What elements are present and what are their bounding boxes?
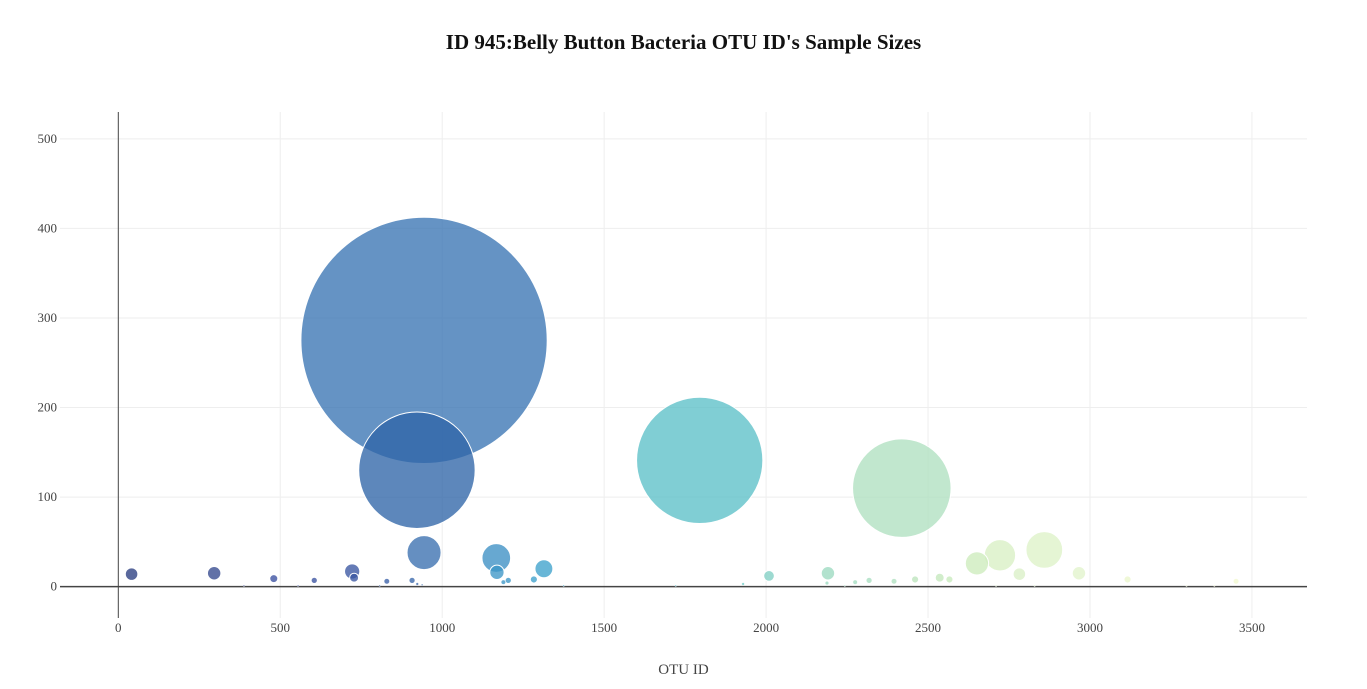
x-tick-label: 3000	[1077, 620, 1103, 635]
chart-title: ID 945:Belly Button Bacteria OTU ID's Sa…	[445, 30, 922, 54]
x-tick-label: 2500	[915, 620, 941, 635]
bubble-point[interactable]	[489, 564, 505, 580]
y-tick-label: 400	[38, 220, 58, 235]
bubble-point[interactable]	[1213, 584, 1216, 587]
gridlines	[60, 112, 1307, 618]
bubble-point[interactable]	[269, 574, 279, 584]
bubble-point[interactable]	[674, 584, 677, 587]
bubble-point[interactable]	[1012, 567, 1027, 581]
bubble-point[interactable]	[945, 575, 954, 584]
bubble-point[interactable]	[206, 566, 222, 581]
bubble-point[interactable]	[378, 584, 381, 587]
x-tick-label: 1500	[591, 620, 617, 635]
bubble-point[interactable]	[843, 584, 846, 587]
bubble-point[interactable]	[500, 579, 506, 585]
y-tick-label: 300	[38, 310, 58, 325]
bubble-point[interactable]	[995, 584, 998, 587]
y-tick-label: 100	[38, 489, 58, 504]
bubble-point[interactable]	[383, 578, 390, 585]
bubble-point[interactable]	[852, 438, 952, 538]
bubble-point[interactable]	[349, 572, 360, 583]
bubble-point[interactable]	[1185, 584, 1188, 587]
y-tick-labels: 0 100 200 300 400 500	[38, 131, 58, 594]
bubble-point[interactable]	[911, 575, 920, 584]
bubble-point[interactable]	[852, 579, 858, 585]
bubble-point[interactable]	[636, 396, 764, 525]
bubble-point[interactable]	[124, 567, 139, 581]
x-tick-label: 500	[270, 620, 290, 635]
x-tick-label: 0	[115, 620, 122, 635]
x-axis-title: OTU ID	[658, 662, 709, 678]
bubble-point[interactable]	[358, 411, 476, 529]
bubble-point[interactable]	[242, 584, 245, 587]
bubble-point[interactable]	[1233, 578, 1239, 585]
y-tick-label: 200	[38, 400, 58, 415]
bubble-point[interactable]	[741, 582, 745, 586]
x-tick-label: 3500	[1239, 620, 1265, 635]
y-tick-label: 0	[51, 579, 58, 594]
bubble-point[interactable]	[964, 551, 990, 576]
bubble-point[interactable]	[504, 576, 512, 585]
bubble-series[interactable]	[124, 216, 1239, 587]
bubble-point[interactable]	[562, 584, 565, 587]
bubble-point[interactable]	[408, 576, 416, 585]
bubble-point[interactable]	[983, 539, 1017, 572]
bubble-point[interactable]	[934, 572, 945, 583]
y-tick-label: 500	[38, 131, 58, 146]
x-tick-labels: 0 500 1000 1500 2000 2500 3000 3500	[115, 620, 1265, 635]
bubble-point[interactable]	[763, 570, 775, 582]
bubble-point[interactable]	[820, 566, 836, 581]
x-tick-label: 2000	[753, 620, 779, 635]
bubble-point[interactable]	[1071, 566, 1087, 581]
bubble-point[interactable]	[1033, 584, 1036, 587]
bubble-point[interactable]	[406, 535, 442, 571]
bubble-point[interactable]	[421, 583, 424, 586]
bubble-point[interactable]	[310, 576, 318, 585]
x-tick-label: 1000	[429, 620, 455, 635]
bubble-point[interactable]	[529, 575, 538, 584]
bubble-point[interactable]	[1025, 531, 1064, 569]
bubble-point[interactable]	[297, 584, 300, 587]
bubble-point[interactable]	[534, 559, 554, 579]
bubble-point[interactable]	[865, 576, 873, 585]
bubble-point[interactable]	[1123, 575, 1132, 584]
bubble-point[interactable]	[824, 581, 829, 586]
bubble-point[interactable]	[415, 582, 419, 586]
bubble-point[interactable]	[891, 578, 897, 585]
